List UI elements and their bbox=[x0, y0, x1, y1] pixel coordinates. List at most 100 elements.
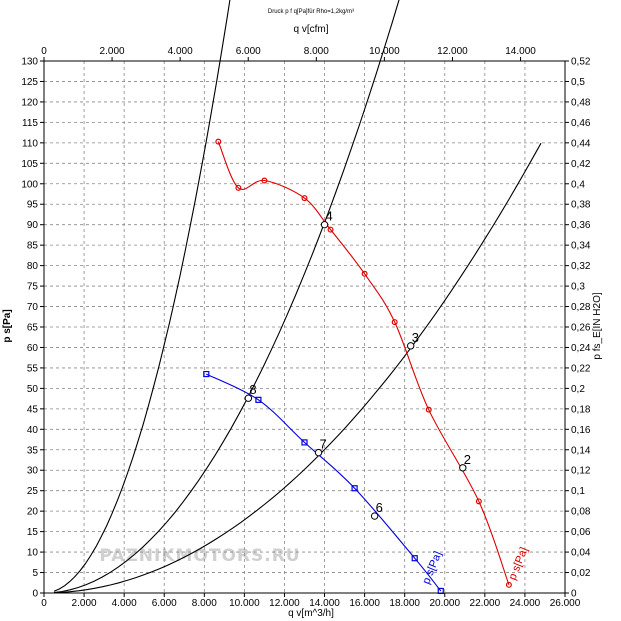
y-tick-label: 115 bbox=[22, 118, 38, 129]
top-tick-label: 0 bbox=[41, 46, 47, 57]
right-tick-label: 0,08 bbox=[571, 507, 591, 518]
x-tick-label: 10.000 bbox=[229, 598, 260, 609]
right-tick-label: 0,22 bbox=[571, 363, 591, 374]
x-tick-label: 6.000 bbox=[152, 598, 177, 609]
operating-point-marker bbox=[244, 394, 253, 402]
operating-point-2: 2 bbox=[459, 452, 471, 472]
data-point bbox=[411, 555, 418, 562]
y-tick-label: 100 bbox=[21, 179, 38, 190]
y-tick-label: 50 bbox=[27, 384, 39, 395]
right-tick-label: 0,34 bbox=[571, 241, 591, 252]
data-point bbox=[327, 226, 334, 233]
operating-point-label: 6 bbox=[376, 500, 383, 515]
right-tick-label: 0,36 bbox=[571, 220, 591, 231]
y-tick-label: 30 bbox=[27, 466, 39, 477]
grid bbox=[44, 61, 565, 593]
y-tick-label: 75 bbox=[27, 282, 39, 293]
red-fan-curve: p s[Pa] bbox=[215, 138, 531, 588]
data-point bbox=[425, 406, 432, 413]
top-tick-label: 6.000 bbox=[236, 46, 261, 57]
left-axis-title: p s[Pa] bbox=[2, 309, 13, 342]
operating-point-marker bbox=[320, 220, 329, 229]
y-tick-label: 120 bbox=[21, 97, 38, 108]
right-tick-label: 0,52 bbox=[571, 57, 591, 68]
right-tick-label: 0,28 bbox=[571, 302, 591, 313]
x-tick-label: 24.000 bbox=[510, 598, 541, 609]
y-tick-label: 80 bbox=[27, 261, 39, 272]
system-curve bbox=[53, 142, 542, 594]
y-tick-label: 45 bbox=[27, 404, 39, 415]
top-tick-label: 12.000 bbox=[437, 46, 468, 57]
y-tick-label: 125 bbox=[21, 77, 38, 88]
right-tick-label: 0,06 bbox=[571, 527, 591, 538]
system-curves bbox=[53, 0, 542, 594]
x-tick-label: 14.000 bbox=[309, 598, 340, 609]
system-curve bbox=[53, 0, 231, 592]
data-point bbox=[261, 177, 268, 184]
right-axis-title: p fs_E[IN H2O] bbox=[592, 292, 603, 359]
data-point bbox=[437, 587, 444, 595]
y-tick-label: 65 bbox=[27, 323, 39, 334]
top-tick-label: 8.000 bbox=[304, 46, 329, 57]
series-line bbox=[217, 141, 510, 585]
x-tick-label: 0 bbox=[41, 598, 47, 609]
right-tick-label: 0,46 bbox=[571, 118, 591, 129]
right-tick-label: 0,4 bbox=[571, 179, 585, 190]
data-point bbox=[203, 370, 210, 378]
operating-point-marker bbox=[314, 448, 323, 457]
operating-point-label: 7 bbox=[320, 437, 327, 452]
operating-points: 2 3 4 6 7 8 bbox=[244, 209, 471, 520]
right-tick-label: 0,12 bbox=[571, 466, 591, 477]
operating-point-marker bbox=[459, 464, 467, 472]
y-tick-label: 90 bbox=[27, 220, 39, 231]
right-tick-label: 0 bbox=[571, 589, 577, 600]
x-tick-label: 18.000 bbox=[389, 598, 420, 609]
system-curve bbox=[53, 0, 400, 594]
data-point bbox=[361, 270, 368, 277]
right-tick-label: 0,42 bbox=[571, 159, 591, 170]
right-tick-label: 0,24 bbox=[571, 343, 591, 354]
data-point bbox=[391, 319, 398, 326]
operating-point-label: 3 bbox=[412, 330, 419, 345]
axis-ticks: 0 2.000 4.000 6.000 8.000 10.000 12.000 14.000 1… bbox=[21, 46, 591, 609]
data-point bbox=[301, 195, 308, 202]
top-tick-label: 14.000 bbox=[505, 46, 536, 57]
y-tick-label: 0 bbox=[32, 589, 38, 600]
y-tick-label: 10 bbox=[27, 548, 39, 559]
x-tick-label: 16.000 bbox=[349, 598, 380, 609]
operating-point-marker bbox=[370, 512, 379, 520]
right-tick-label: 0,16 bbox=[571, 425, 591, 436]
data-point bbox=[301, 439, 308, 446]
y-tick-label: 35 bbox=[27, 445, 39, 456]
right-tick-label: 0,26 bbox=[571, 323, 591, 334]
y-tick-label: 130 bbox=[21, 57, 38, 68]
x-tick-label: 26.000 bbox=[550, 598, 581, 609]
y-tick-label: 55 bbox=[27, 363, 39, 374]
right-tick-label: 0,02 bbox=[571, 568, 591, 579]
y-tick-label: 105 bbox=[21, 159, 38, 170]
y-tick-label: 70 bbox=[27, 302, 39, 313]
operating-point-4: 4 bbox=[320, 209, 333, 229]
top-axis-title: q v[cfm] bbox=[293, 24, 328, 35]
x-tick-label: 8.000 bbox=[192, 598, 217, 609]
watermark: PAZNIKMOTORS.RU bbox=[99, 546, 300, 566]
right-tick-label: 0,44 bbox=[571, 138, 591, 149]
x-tick-label: 4.000 bbox=[112, 598, 137, 609]
x-tick-label: 22.000 bbox=[470, 598, 501, 609]
x-tick-label: 12.000 bbox=[269, 598, 300, 609]
series-label: p s[Pa] bbox=[507, 546, 531, 582]
top-tick-label: 4.000 bbox=[168, 46, 193, 57]
data-point bbox=[475, 498, 482, 505]
y-tick-label: 5 bbox=[32, 568, 38, 579]
series-line bbox=[206, 373, 442, 592]
y-tick-label: 25 bbox=[27, 486, 39, 497]
right-tick-label: 0,5 bbox=[571, 77, 585, 88]
data-point bbox=[351, 485, 358, 492]
series-layer: p s[Pa] p s[Pa] bbox=[203, 138, 531, 595]
operating-point-label: 2 bbox=[464, 452, 471, 467]
x-tick-label: 20.000 bbox=[429, 598, 460, 609]
y-tick-label: 85 bbox=[27, 241, 39, 252]
data-point bbox=[215, 138, 222, 145]
y-tick-label: 95 bbox=[27, 200, 39, 211]
